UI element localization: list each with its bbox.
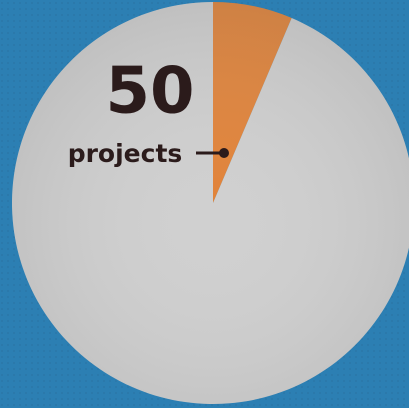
annotation-number: 50: [105, 55, 194, 129]
pie-slice: [12, 2, 409, 404]
leader-dot: [219, 148, 229, 158]
pie: [12, 2, 409, 404]
annotation-label: projects: [68, 139, 183, 168]
